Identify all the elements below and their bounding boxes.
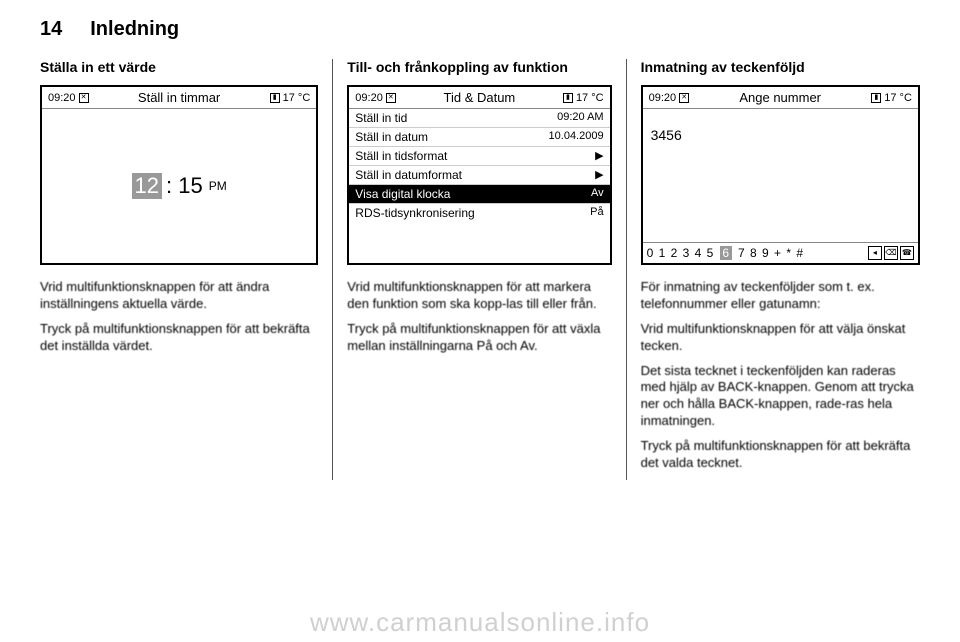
hdr-time: 09:20 <box>649 92 677 104</box>
signal-icon: ▮ <box>563 93 573 103</box>
paragraph: Tryck på multifunktionsknappen för att b… <box>641 438 920 472</box>
section-title: Till- och frånkoppling av funktion <box>347 59 611 75</box>
hdr-left: 09:20 ✕ <box>48 92 89 104</box>
hdr-temp: 17 °C <box>884 92 912 104</box>
section-title: Inmatning av teckenföljd <box>641 59 920 75</box>
hdr-time: 09:20 <box>48 92 76 104</box>
paragraph: Vrid multifunktionsknappen för att ändra… <box>40 279 318 313</box>
screen-body-entry: 3456 0 1 2 3 4 5 6 7 8 9 + * # ◂⌫☎ <box>643 109 918 263</box>
section-title: Ställa in ett värde <box>40 59 318 75</box>
list-row: Ställ in datum 10.04.2009 <box>349 128 609 147</box>
screen-header: 09:20 ✕ Ange nummer ▮ 17 °C <box>643 87 918 109</box>
screen-time-date: 09:20 ✕ Tid & Datum ▮ 17 °C Ställ in tid… <box>347 85 611 265</box>
minutes: : 15 <box>166 173 203 199</box>
row-label: Ställ in tidsformat <box>355 149 447 163</box>
hdr-right: ▮ 17 °C <box>871 92 912 104</box>
content-columns: Ställa in ett värde 09:20 ✕ Ställ in tim… <box>40 59 920 480</box>
page-number: 14 <box>40 18 62 41</box>
hdr-temp: 17 °C <box>576 92 604 104</box>
time-display: 12 : 15 PM <box>42 109 316 263</box>
paragraph: Det sista tecknet i teckenföljden kan ra… <box>641 363 920 431</box>
paragraph: För inmatning av teckenföljder som t. ex… <box>641 279 920 313</box>
list-row: Visa digital klocka Av <box>349 185 609 204</box>
row-value: 09:20 AM <box>557 111 603 125</box>
row-value: ▶ <box>595 168 603 182</box>
row-value: 10.04.2009 <box>549 130 604 144</box>
list-row: Ställ in datumformat ▶ <box>349 166 609 185</box>
signal-icon: ▮ <box>871 93 881 103</box>
keypad-action-icon: ⌫ <box>884 246 898 260</box>
manual-page: 14 Inledning Ställa in ett värde 09:20 ✕… <box>0 0 960 642</box>
keypad-row: 0 1 2 3 4 5 6 7 8 9 + * # ◂⌫☎ <box>643 243 918 263</box>
key-highlight: 6 <box>720 246 732 260</box>
hdr-right: ▮ 17 °C <box>563 92 604 104</box>
row-label: Ställ in datumformat <box>355 168 462 182</box>
keypad-digits: 0 1 2 3 4 5 6 7 8 9 + * # <box>647 246 804 260</box>
page-header: 14 Inledning <box>40 18 920 41</box>
hdr-right: ▮ 17 °C <box>270 92 311 104</box>
hdr-temp: 17 °C <box>283 92 311 104</box>
keypad-icons: ◂⌫☎ <box>868 246 914 260</box>
screen-header: 09:20 ✕ Tid & Datum ▮ 17 °C <box>349 87 609 109</box>
watermark-url: www.carmanualsonline.info <box>310 607 650 638</box>
keypad-action-icon: ◂ <box>868 246 882 260</box>
signal-icon: ▮ <box>270 93 280 103</box>
keys-before: 0 1 2 3 4 5 <box>647 246 715 260</box>
hdr-title: Tid & Datum <box>444 90 516 105</box>
row-label: Ställ in tid <box>355 111 407 125</box>
column-3: Inmatning av teckenföljd 09:20 ✕ Ange nu… <box>627 59 920 480</box>
screen-body: 12 : 15 PM <box>42 109 316 263</box>
screen-set-hours: 09:20 ✕ Ställ in timmar ▮ 17 °C 12 : 15 … <box>40 85 318 265</box>
ampm: PM <box>209 179 227 193</box>
clock-icon: ✕ <box>79 93 89 103</box>
paragraph: Vrid multifunktionsknappen för att välja… <box>641 321 920 355</box>
hdr-left: 09:20 ✕ <box>355 92 396 104</box>
entered-value: 3456 <box>643 109 918 243</box>
clock-icon: ✕ <box>386 93 396 103</box>
paragraph: Tryck på multifunktionsknappen för att v… <box>347 321 611 355</box>
hdr-title: Ställ in timmar <box>138 90 220 105</box>
screen-body-list: Ställ in tid 09:20 AM Ställ in datum 10.04.… <box>349 109 609 263</box>
hdr-title: Ange nummer <box>739 90 821 105</box>
chapter-title: Inledning <box>90 18 179 41</box>
list-row: Ställ in tid 09:20 AM <box>349 109 609 128</box>
row-value: ▶ <box>595 149 603 163</box>
row-label: Ställ in datum <box>355 130 428 144</box>
hdr-left: 09:20 ✕ <box>649 92 690 104</box>
column-2: Till- och frånkoppling av funktion 09:20… <box>333 59 626 480</box>
row-label: RDS-tidsynkronisering <box>355 206 474 220</box>
paragraph: Tryck på multifunktionsknappen för att b… <box>40 321 318 355</box>
row-value: Av <box>591 187 604 201</box>
keys-after: 7 8 9 + * # <box>738 246 804 260</box>
list-row: RDS-tidsynkronisering På <box>349 204 609 222</box>
row-label: Visa digital klocka <box>355 187 450 201</box>
hours-highlight: 12 <box>132 173 162 199</box>
clock-icon: ✕ <box>679 93 689 103</box>
screen-enter-number: 09:20 ✕ Ange nummer ▮ 17 °C 3456 0 1 2 3… <box>641 85 920 265</box>
paragraph: Vrid multifunktionsknappen för att marke… <box>347 279 611 313</box>
screen-header: 09:20 ✕ Ställ in timmar ▮ 17 °C <box>42 87 316 109</box>
hdr-time: 09:20 <box>355 92 383 104</box>
row-value: På <box>590 206 603 220</box>
list-row: Ställ in tidsformat ▶ <box>349 147 609 166</box>
keypad-action-icon: ☎ <box>900 246 914 260</box>
column-1: Ställa in ett värde 09:20 ✕ Ställ in tim… <box>40 59 333 480</box>
